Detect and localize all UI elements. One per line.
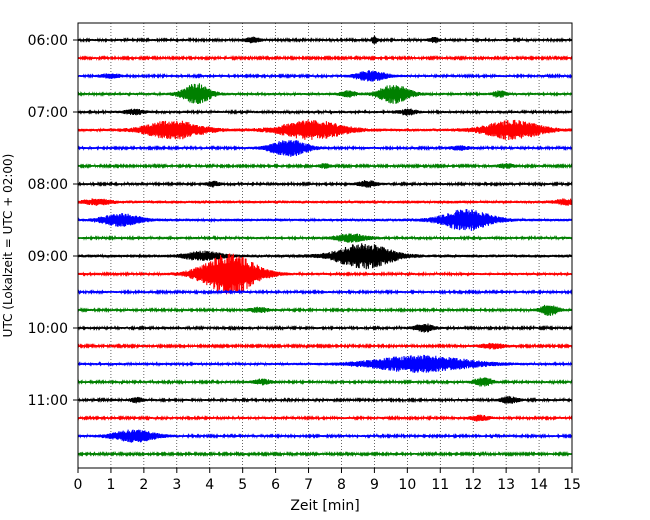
trace-1045 xyxy=(77,377,573,387)
trace-1130 xyxy=(77,429,573,443)
trace-1145 xyxy=(77,450,573,458)
trace-1030 xyxy=(77,354,573,373)
trace-1100 xyxy=(77,395,573,404)
y-tick-label: 06:00 xyxy=(28,33,68,49)
x-tick-label: 11 xyxy=(431,477,449,493)
x-tick-label: 3 xyxy=(172,477,181,493)
y-tick-label: 07:00 xyxy=(28,105,68,121)
trace-0700 xyxy=(77,108,573,116)
y-axis-label: UTC (Lokalzeit = UTC + 02:00) xyxy=(1,154,15,338)
x-tick-label: 10 xyxy=(398,477,416,493)
trace-0615 xyxy=(77,54,573,62)
x-tick-label: 15 xyxy=(563,477,581,493)
x-tick-label: 13 xyxy=(497,477,515,493)
trace-1000 xyxy=(77,323,573,333)
x-tick-label: 1 xyxy=(106,477,115,493)
minute-grid xyxy=(110,23,540,468)
trace-0845 xyxy=(77,233,573,243)
y-tick-label: 09:00 xyxy=(28,249,68,265)
x-tick-label: 5 xyxy=(238,477,247,493)
x-tick-label: 8 xyxy=(337,477,346,493)
trace-0600 xyxy=(77,35,573,45)
trace-0745 xyxy=(77,162,573,170)
trace-0830 xyxy=(77,208,573,231)
x-tick-label: 12 xyxy=(464,477,482,493)
y-tick-label: 11:00 xyxy=(28,393,68,409)
x-tick-label: 14 xyxy=(530,477,548,493)
trace-1015 xyxy=(77,342,573,350)
y-axis: 06:00 07:00 08:00 09:00 10:00 11:00 xyxy=(28,33,78,409)
trace-1115 xyxy=(77,414,573,422)
trace-0945 xyxy=(77,304,573,316)
trace-0715 xyxy=(77,119,573,141)
y-tick-label: 08:00 xyxy=(28,177,68,193)
x-tick-label: 0 xyxy=(74,477,83,493)
trace-0645 xyxy=(77,83,573,105)
x-tick-label: 9 xyxy=(370,477,379,493)
y-tick-label: 10:00 xyxy=(28,321,68,337)
trace-0730 xyxy=(77,140,573,157)
x-tick-label: 7 xyxy=(304,477,313,493)
trace-0800 xyxy=(77,180,573,188)
seismogram-traces xyxy=(77,35,573,458)
plot-frame xyxy=(77,22,573,469)
trace-0915 xyxy=(77,253,573,295)
trace-0930 xyxy=(77,288,573,296)
x-axis: 0 1 2 3 4 5 6 7 8 9 10 11 12 13 14 15 xyxy=(74,468,581,493)
x-tick-label: 4 xyxy=(205,477,214,493)
x-tick-label: 2 xyxy=(139,477,148,493)
x-tick-label: 6 xyxy=(271,477,280,493)
trace-0630 xyxy=(77,70,573,82)
trace-0815 xyxy=(77,198,573,206)
trace-0900 xyxy=(77,243,573,270)
x-axis-label: Zeit [min] xyxy=(290,498,359,514)
